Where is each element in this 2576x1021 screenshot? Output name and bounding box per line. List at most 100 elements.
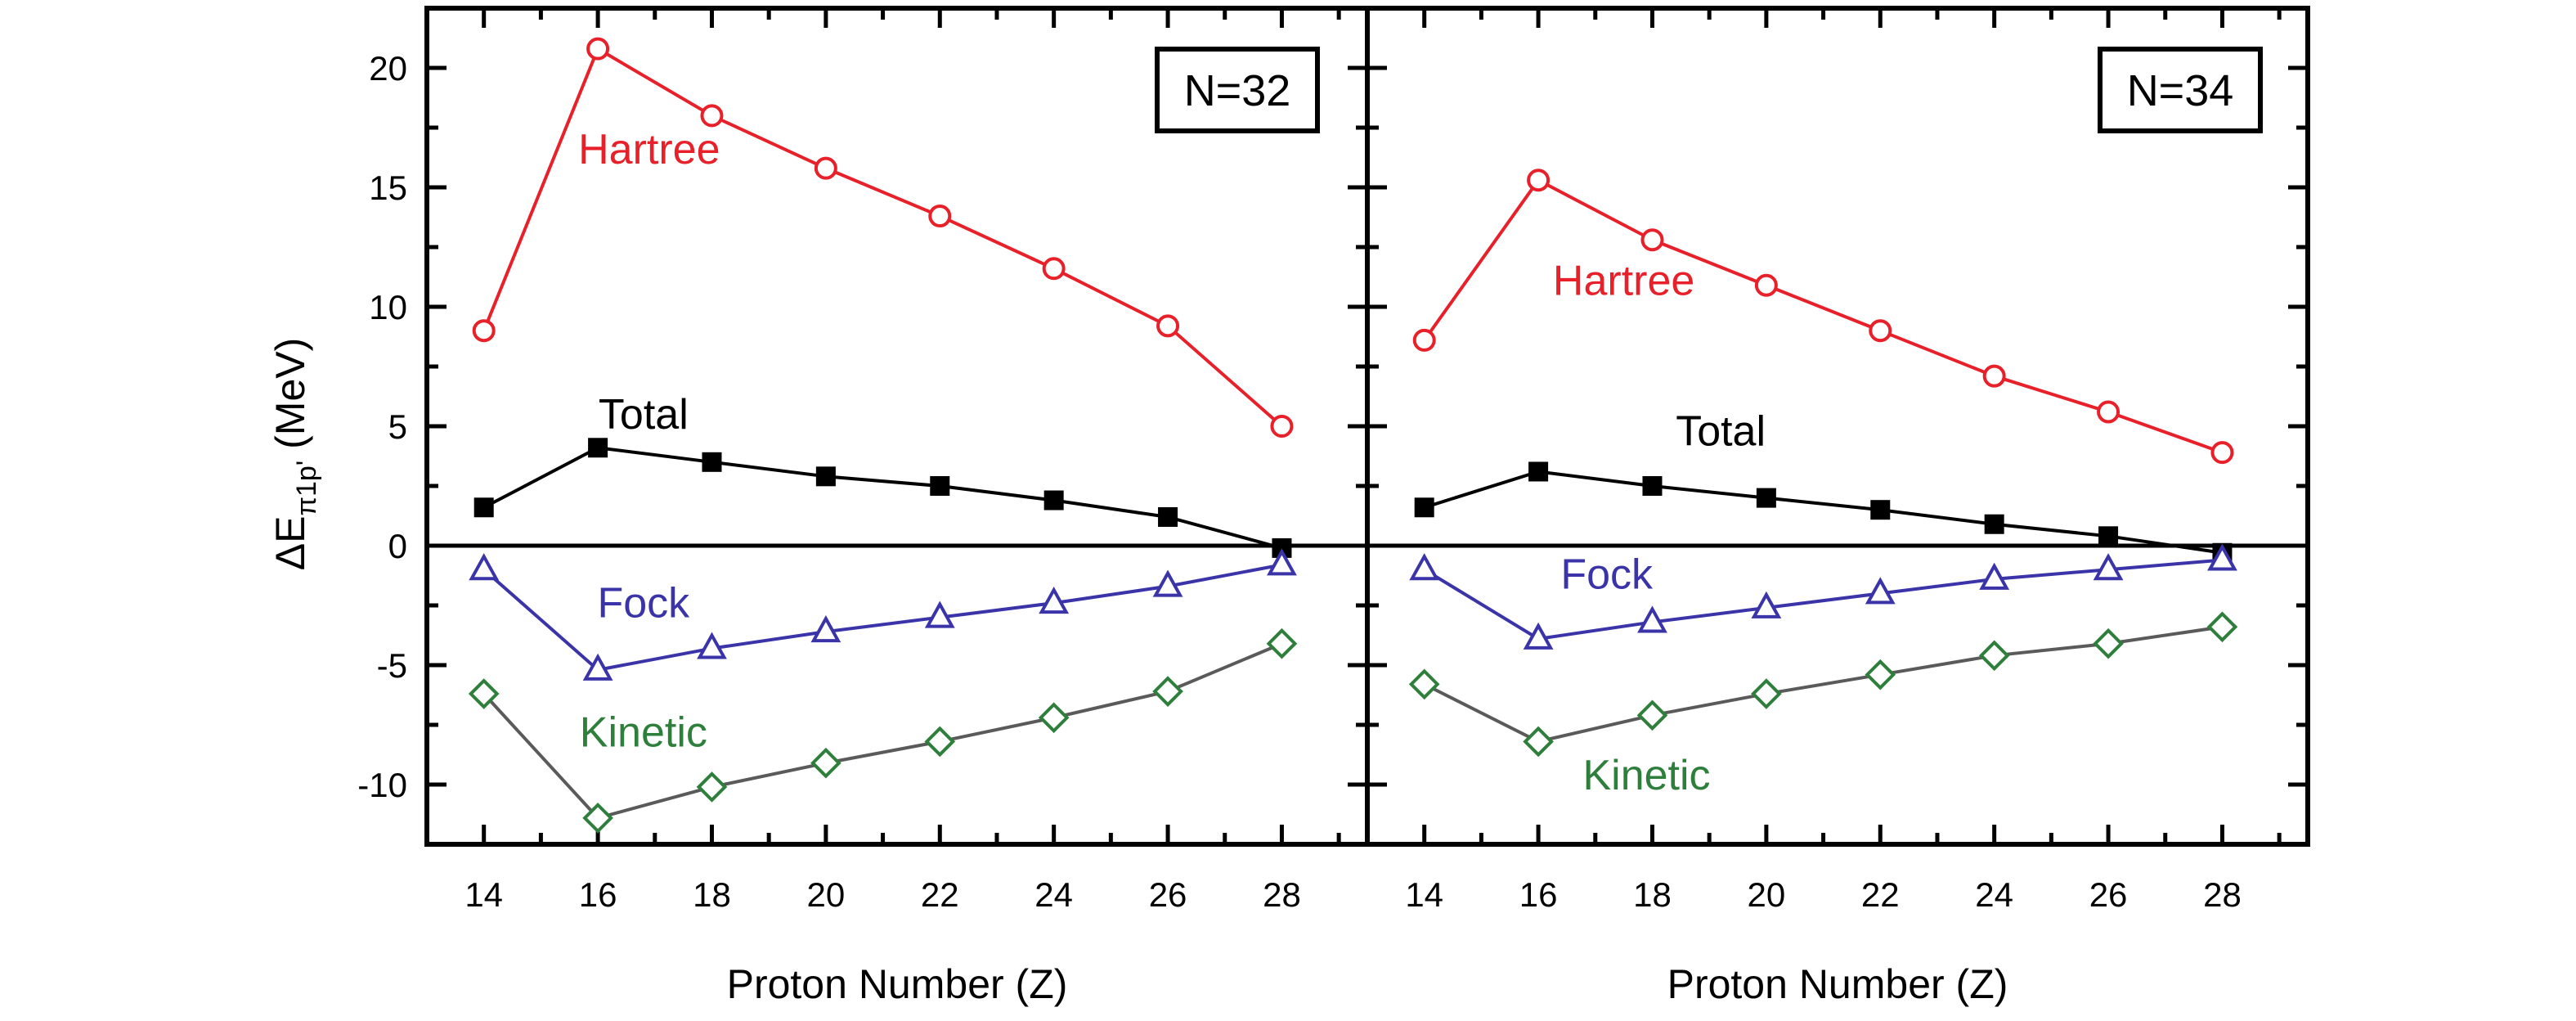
data-point-total	[1756, 488, 1776, 508]
series-line-total	[482, 446, 1282, 550]
data-point-fock	[1267, 548, 1297, 576]
data-point-total	[473, 497, 494, 518]
x-tick-label: 22	[1861, 875, 1900, 914]
data-point-kinetic	[582, 803, 613, 834]
plot-frame	[424, 6, 1370, 847]
data-point-kinetic	[1266, 627, 1298, 659]
data-point-fock	[1152, 569, 1183, 597]
series-label-kinetic: Kinetic	[580, 708, 707, 756]
data-point-kinetic	[2206, 611, 2238, 643]
data-point-hartree	[1156, 314, 1180, 338]
series-label-total: Total	[599, 391, 689, 439]
data-point-total	[1414, 497, 1434, 518]
data-point-fock	[1979, 562, 2010, 590]
data-point-fock	[582, 653, 613, 681]
data-point-fock	[810, 615, 841, 643]
x-tick-label: 20	[1748, 875, 1786, 914]
data-point-fock	[1865, 577, 1896, 605]
data-point-fock	[2207, 543, 2237, 571]
data-point-total	[1984, 514, 2004, 534]
data-point-total	[1043, 490, 1064, 510]
data-point-fock	[924, 600, 955, 628]
data-point-hartree	[814, 156, 837, 180]
data-point-hartree	[1412, 328, 1436, 352]
data-point-hartree	[928, 205, 952, 228]
data-point-hartree	[1869, 319, 1892, 343]
series-fock	[1409, 543, 2237, 650]
data-point-kinetic	[1408, 668, 1440, 700]
x-tick-label: 16	[1519, 875, 1558, 914]
panel-n32: 14 16 18 20 22 24 26 28 Proton Number (Z) Hartree…	[424, 6, 1370, 1007]
y-tick-label: 10	[369, 288, 407, 326]
data-point-fock	[1523, 622, 1554, 650]
x-tick-label: 26	[1149, 875, 1187, 914]
series-line-fock	[482, 563, 1282, 672]
series-label-fock: Fock	[598, 580, 691, 627]
x-tick-label: 28	[1263, 875, 1301, 914]
series-label-hartree: Hartree	[1553, 257, 1694, 304]
data-point-total	[1870, 500, 1891, 520]
data-point-fock	[2093, 553, 2124, 581]
panels: 14 16 18 20 22 24 26 28 Proton Number (Z) Hartree…	[424, 6, 2310, 1007]
data-point-total	[1158, 506, 1178, 527]
data-point-hartree	[2210, 441, 2234, 465]
panel-label: N=32	[1184, 66, 1291, 115]
x-axis-label: Proton Number (Z)	[727, 961, 1068, 1007]
data-point-kinetic	[1751, 678, 1782, 709]
data-point-total	[588, 438, 608, 458]
series-hartree	[472, 37, 1294, 438]
data-point-hartree	[586, 37, 610, 61]
data-point-kinetic	[810, 747, 841, 779]
data-point-hartree	[1754, 273, 1778, 297]
series-total	[473, 438, 1292, 558]
series-label-total: Total	[1676, 407, 1766, 455]
x-tick-label: 22	[921, 875, 959, 914]
data-point-fock	[1039, 586, 1070, 614]
data-point-kinetic	[1978, 640, 2010, 672]
data-point-kinetic	[2093, 627, 2124, 659]
x-tick-label: 14	[464, 875, 503, 914]
data-point-total	[1642, 476, 1663, 496]
x-axis-label: Proton Number (Z)	[1667, 961, 2008, 1007]
y-axis-tick-labels: -10 -5 0 5 10 15 20	[357, 49, 407, 804]
series-label-kinetic: Kinetic	[1582, 752, 1710, 799]
y-tick-label: 20	[369, 49, 407, 88]
y-tick-label: -10	[357, 766, 407, 804]
data-point-hartree	[1527, 169, 1551, 192]
data-point-hartree	[2097, 400, 2120, 424]
series-fock	[469, 548, 1297, 681]
panel-label: N=34	[2127, 66, 2234, 115]
data-point-fock	[1751, 591, 1782, 618]
series-line-kinetic	[482, 641, 1283, 821]
series-line-hartree	[1423, 178, 2224, 455]
series-label-hartree: Hartree	[578, 126, 720, 173]
x-tick-label: 16	[579, 875, 617, 914]
y-tick-label: 15	[369, 169, 407, 207]
data-point-total	[2098, 526, 2119, 546]
data-point-kinetic	[1152, 676, 1183, 707]
series-label-fock: Fock	[1560, 551, 1654, 599]
data-point-kinetic	[1865, 659, 1896, 690]
y-tick-label: -5	[377, 646, 407, 685]
data-point-kinetic	[1038, 702, 1070, 734]
plot-frame	[1365, 6, 2310, 847]
data-point-kinetic	[924, 726, 956, 758]
data-point-hartree	[1270, 415, 1294, 438]
data-point-total	[702, 452, 722, 472]
panel-label-box	[1155, 47, 1320, 133]
series-kinetic	[468, 627, 1298, 834]
data-point-fock	[469, 553, 500, 581]
series-hartree	[1412, 169, 2234, 465]
data-point-hartree	[1982, 364, 2006, 388]
data-point-hartree	[700, 104, 724, 128]
data-point-fock	[697, 632, 727, 659]
series-line-total	[1424, 470, 2223, 555]
series-line-fock	[1423, 558, 2223, 641]
data-point-kinetic	[468, 678, 500, 709]
x-tick-label: 14	[1405, 875, 1443, 914]
data-point-fock	[1409, 553, 1440, 581]
y-axis-label: ΔEπ1p' (MeV)	[267, 338, 322, 571]
y-tick-label: 5	[388, 407, 407, 446]
x-tick-label: 28	[2203, 875, 2242, 914]
